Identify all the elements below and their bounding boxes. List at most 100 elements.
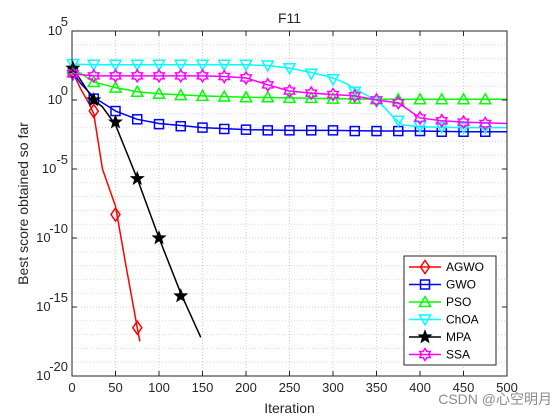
chart-title: F11 bbox=[278, 10, 301, 26]
data-point-choa bbox=[456, 122, 471, 135]
data-point-choa bbox=[304, 68, 319, 81]
data-point-choa bbox=[434, 121, 449, 134]
data-point-ssa bbox=[478, 116, 492, 131]
data-point-mpa bbox=[86, 92, 102, 107]
data-point-ssa bbox=[370, 92, 383, 108]
data-point-ssa bbox=[391, 95, 405, 111]
x-tick-label: 250 bbox=[279, 380, 301, 395]
data-point-choa bbox=[391, 115, 406, 128]
x-axis-label: Iteration bbox=[264, 400, 315, 416]
data-point-gwo bbox=[240, 124, 252, 135]
y-tick-base: 10 bbox=[36, 299, 50, 314]
data-point-gwo bbox=[197, 122, 208, 133]
data-point-gwo bbox=[262, 125, 273, 136]
data-point-choa bbox=[239, 59, 253, 72]
data-point-pso bbox=[239, 90, 253, 103]
data-point-gwo bbox=[132, 114, 143, 125]
series-line-gwo bbox=[72, 71, 507, 133]
x-tick-label: 200 bbox=[235, 380, 257, 395]
y-axis-label: Best score obtained so far bbox=[15, 122, 31, 285]
data-point-choa bbox=[130, 59, 145, 72]
data-point-choa bbox=[195, 59, 210, 72]
x-tick-label: 350 bbox=[366, 380, 388, 395]
x-tick-label: 450 bbox=[453, 380, 475, 395]
y-tick-exponent: 5 bbox=[61, 14, 68, 29]
data-point-ssa bbox=[304, 85, 318, 101]
data-point-agwo bbox=[131, 319, 143, 336]
data-point-mpa bbox=[107, 114, 124, 129]
data-point-gwo bbox=[371, 125, 382, 137]
data-point-pso bbox=[173, 88, 188, 101]
legend-label: MPA bbox=[446, 330, 471, 344]
data-point-gwo bbox=[153, 118, 165, 130]
y-tick-label: 010 bbox=[48, 83, 68, 107]
legend-item-mpa: MPA bbox=[409, 329, 471, 344]
y-tick-base: 10 bbox=[42, 161, 56, 176]
y-tick-exponent: -15 bbox=[49, 290, 68, 305]
data-point-gwo bbox=[306, 125, 317, 136]
legend-label: SSA bbox=[446, 348, 470, 362]
data-point-pso bbox=[108, 80, 123, 93]
legend-item-choa: ChOA bbox=[409, 313, 479, 327]
data-point-ssa bbox=[152, 68, 166, 84]
data-point-pso bbox=[217, 89, 232, 102]
data-point-pso bbox=[434, 92, 449, 105]
x-tick-label: 400 bbox=[409, 380, 431, 395]
legend: AGWO GWO PSO ChOA MPA SSA bbox=[403, 255, 497, 366]
data-point-ssa bbox=[413, 110, 427, 126]
legend-label: PSO bbox=[446, 295, 471, 309]
legend-label: ChOA bbox=[446, 313, 479, 327]
data-point-agwo bbox=[88, 103, 100, 119]
data-point-ssa bbox=[87, 68, 101, 84]
legend-item-agwo: AGWO bbox=[409, 259, 484, 275]
y-tick-base: 10 bbox=[36, 230, 50, 245]
data-point-choa bbox=[108, 59, 123, 72]
data-point-pso bbox=[195, 88, 210, 102]
legend-label: AGWO bbox=[446, 260, 484, 274]
data-point-ssa bbox=[261, 77, 275, 93]
y-tick-exponent: -20 bbox=[49, 359, 68, 374]
x-tick-label: 100 bbox=[148, 380, 170, 395]
data-point-pso bbox=[391, 92, 406, 105]
series-line-pso bbox=[72, 67, 507, 101]
data-point-choa bbox=[260, 60, 275, 73]
y-tick-exponent: 0 bbox=[61, 83, 68, 98]
data-point-pso bbox=[456, 92, 471, 105]
data-point-choa bbox=[152, 59, 166, 72]
data-point-ssa bbox=[435, 113, 449, 129]
x-tick-label: 0 bbox=[68, 380, 75, 395]
legend-item-pso: PSO bbox=[409, 294, 471, 309]
data-point-mpa bbox=[173, 288, 189, 303]
watermark: CSDN @心空明月 bbox=[438, 391, 552, 407]
data-point-ssa bbox=[130, 68, 144, 84]
data-point-pso bbox=[260, 90, 275, 103]
data-point-agwo bbox=[110, 206, 121, 223]
data-point-ssa bbox=[348, 88, 362, 104]
y-tick-label: 510 bbox=[48, 14, 68, 38]
data-point-ssa bbox=[109, 68, 122, 84]
data-point-ssa bbox=[174, 68, 188, 84]
data-point-pso bbox=[413, 92, 427, 105]
data-point-gwo bbox=[219, 123, 230, 135]
data-point-ssa bbox=[283, 83, 296, 99]
x-tick-label: 150 bbox=[192, 380, 214, 395]
series-layer bbox=[65, 58, 508, 342]
data-point-ssa bbox=[326, 87, 340, 102]
x-tick-label: 500 bbox=[496, 380, 518, 395]
legend-marker bbox=[419, 279, 431, 290]
data-point-mpa bbox=[151, 230, 167, 245]
tick-marks bbox=[71, 30, 508, 377]
data-point-ssa bbox=[66, 66, 80, 82]
data-point-ssa bbox=[457, 114, 470, 130]
legend-box bbox=[403, 255, 497, 366]
data-point-ssa bbox=[196, 68, 209, 84]
data-point-pso bbox=[152, 86, 166, 100]
data-point-gwo bbox=[175, 120, 186, 132]
series-line-choa bbox=[72, 63, 507, 129]
data-point-choa bbox=[217, 59, 232, 72]
data-point-choa bbox=[282, 63, 297, 76]
